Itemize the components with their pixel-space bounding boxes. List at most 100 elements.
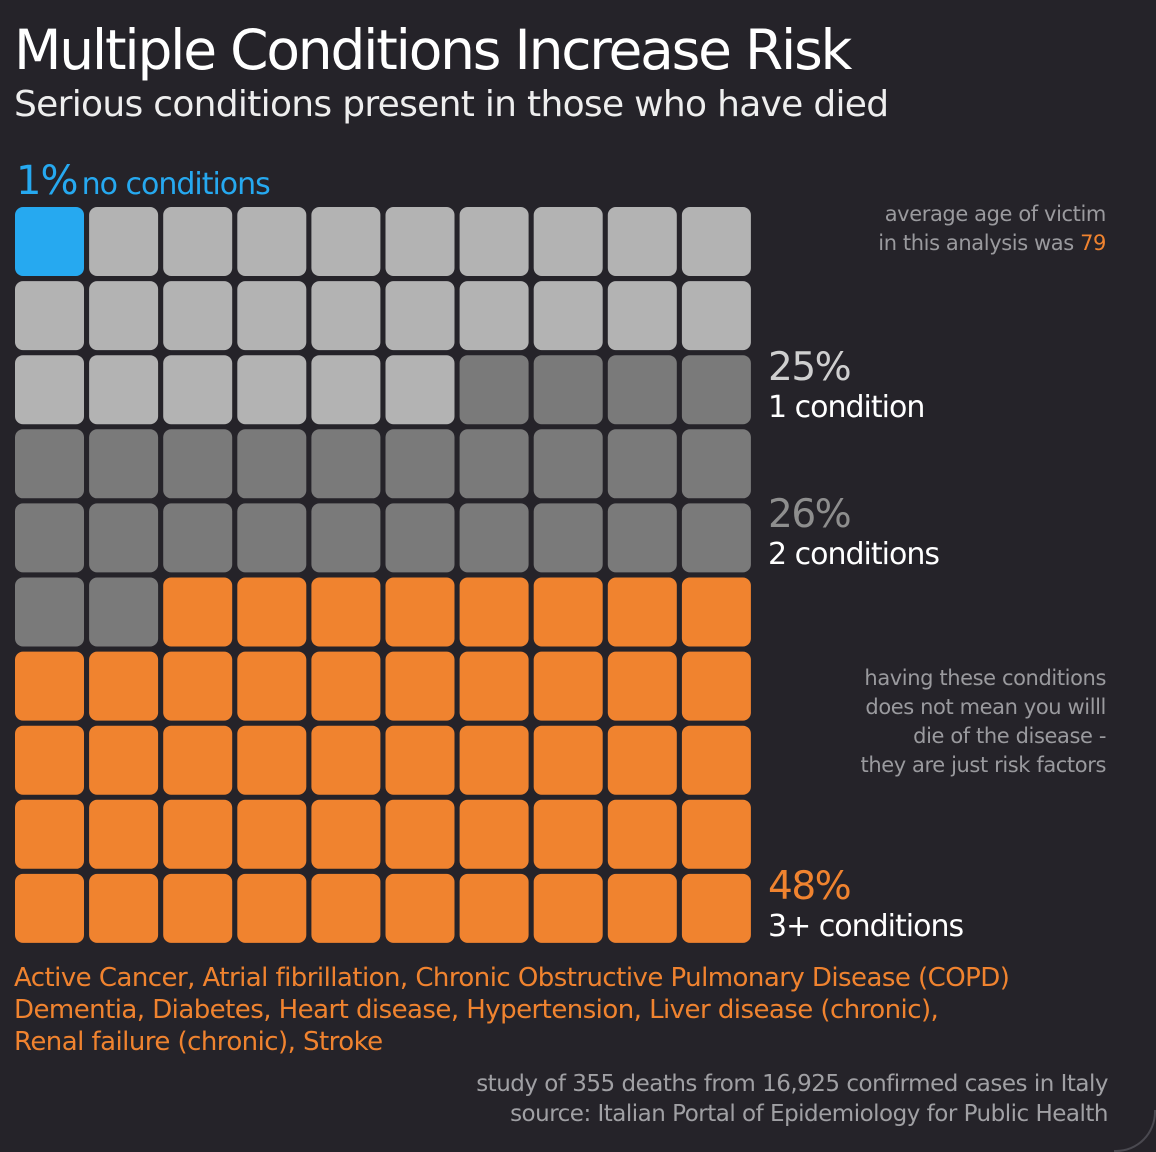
- chart-subtitle: Serious conditions present in those who …: [14, 84, 889, 125]
- waffle-square-two: [681, 355, 751, 425]
- waffle-square-three: [459, 651, 529, 721]
- waffle-square-three: [533, 725, 603, 795]
- waffle-square-two: [459, 355, 529, 425]
- source-study-line: study of 355 deaths from 16,925 confirme…: [476, 1071, 1108, 1097]
- legend-no-conditions-percent: 1%: [16, 158, 78, 204]
- waffle-square-three: [459, 873, 529, 943]
- waffle-square-three: [533, 873, 603, 943]
- note-risk-line: does not mean you willl: [865, 695, 1106, 719]
- note-average-age-value: 79: [1080, 231, 1106, 255]
- waffle-square-three: [681, 577, 751, 647]
- waffle-square-none: [15, 207, 84, 276]
- waffle-square-two: [15, 577, 84, 647]
- waffle-square-one: [311, 355, 381, 425]
- waffle-square-two: [163, 503, 233, 573]
- waffle-square-two: [237, 429, 307, 499]
- waffle-square-three: [311, 873, 381, 943]
- legend-three-plus-percent: 48%: [768, 864, 852, 909]
- waffle-square-one: [163, 355, 233, 425]
- waffle-square-two: [533, 503, 603, 573]
- waffle-square-one: [15, 281, 84, 351]
- waffle-square-two: [533, 355, 603, 425]
- waffle-square-one: [533, 207, 603, 276]
- waffle-square-one: [89, 355, 159, 425]
- waffle-square-three: [237, 651, 307, 721]
- legend-three-plus-label: 3+ conditions: [768, 909, 964, 944]
- waffle-square-three: [89, 873, 159, 943]
- waffle-square-three: [533, 799, 603, 869]
- waffle-square-three: [607, 577, 677, 647]
- waffle-square-three: [459, 577, 529, 647]
- waffle-square-two: [459, 429, 529, 499]
- waffle-square-three: [385, 799, 455, 869]
- waffle-square-two: [89, 577, 159, 647]
- waffle-square-three: [681, 725, 751, 795]
- legend-one-condition-percent: 25%: [768, 345, 852, 390]
- waffle-square-two: [385, 429, 455, 499]
- note-risk-line: they are just risk factors: [860, 753, 1106, 777]
- waffle-square-three: [163, 873, 233, 943]
- waffle-square-three: [311, 799, 381, 869]
- legend-one-condition: 25% 1 condition: [768, 345, 925, 425]
- waffle-square-one: [311, 207, 381, 276]
- waffle-square-three: [681, 873, 751, 943]
- waffle-square-three: [607, 651, 677, 721]
- note-risk-factors: having these conditions does not mean yo…: [860, 664, 1106, 780]
- waffle-square-three: [385, 651, 455, 721]
- waffle-square-one: [385, 281, 455, 351]
- waffle-square-three: [607, 873, 677, 943]
- waffle-square-two: [681, 503, 751, 573]
- waffle-square-three: [15, 725, 84, 795]
- legend-two-conditions-percent: 26%: [768, 492, 852, 537]
- waffle-square-three: [89, 725, 159, 795]
- waffle-square-two: [385, 503, 455, 573]
- waffle-square-one: [163, 207, 233, 276]
- conditions-list-line: Dementia, Diabetes, Heart disease, Hyper…: [14, 995, 939, 1025]
- waffle-square-three: [681, 799, 751, 869]
- waffle-square-three: [385, 725, 455, 795]
- waffle-square-three: [237, 725, 307, 795]
- waffle-square-one: [237, 207, 307, 276]
- waffle-square-three: [163, 651, 233, 721]
- conditions-list: Active Cancer, Atrial fibrillation, Chro…: [14, 962, 1124, 1058]
- waffle-square-three: [607, 725, 677, 795]
- waffle-square-three: [311, 651, 381, 721]
- waffle-square-one: [15, 355, 84, 425]
- source-note: study of 355 deaths from 16,925 confirme…: [476, 1069, 1108, 1129]
- waffle-square-three: [237, 577, 307, 647]
- waffle-square-three: [15, 799, 84, 869]
- waffle-square-two: [681, 429, 751, 499]
- legend-two-conditions-label: 2 conditions: [768, 537, 940, 572]
- waffle-square-two: [15, 503, 84, 573]
- waffle-square-three: [163, 577, 233, 647]
- waffle-square-three: [533, 577, 603, 647]
- legend-two-conditions: 26% 2 conditions: [768, 492, 940, 572]
- frame-corner: [1114, 1110, 1156, 1152]
- note-risk-line: die of the disease -: [913, 724, 1106, 748]
- waffle-square-two: [459, 503, 529, 573]
- waffle-square-three: [311, 577, 381, 647]
- waffle-square-three: [237, 799, 307, 869]
- chart-title: Multiple Conditions Increase Risk: [14, 18, 852, 82]
- note-average-age-line2: in this analysis was 79: [878, 229, 1106, 258]
- legend-three-plus-conditions: 48% 3+ conditions: [768, 864, 964, 944]
- waffle-square-three: [237, 873, 307, 943]
- waffle-square-one: [607, 281, 677, 351]
- waffle-square-one: [89, 207, 159, 276]
- waffle-square-one: [459, 281, 529, 351]
- waffle-square-one: [311, 281, 381, 351]
- waffle-square-two: [533, 429, 603, 499]
- waffle-square-one: [237, 355, 307, 425]
- conditions-list-line: Active Cancer, Atrial fibrillation, Chro…: [14, 963, 1010, 993]
- waffle-square-one: [163, 281, 233, 351]
- waffle-square-three: [89, 799, 159, 869]
- waffle-square-one: [89, 281, 159, 351]
- waffle-square-three: [385, 873, 455, 943]
- waffle-square-three: [15, 651, 84, 721]
- waffle-square-three: [459, 799, 529, 869]
- legend-one-condition-label: 1 condition: [768, 390, 925, 425]
- waffle-square-two: [607, 429, 677, 499]
- waffle-square-three: [533, 651, 603, 721]
- waffle-square-two: [163, 429, 233, 499]
- waffle-square-one: [459, 207, 529, 276]
